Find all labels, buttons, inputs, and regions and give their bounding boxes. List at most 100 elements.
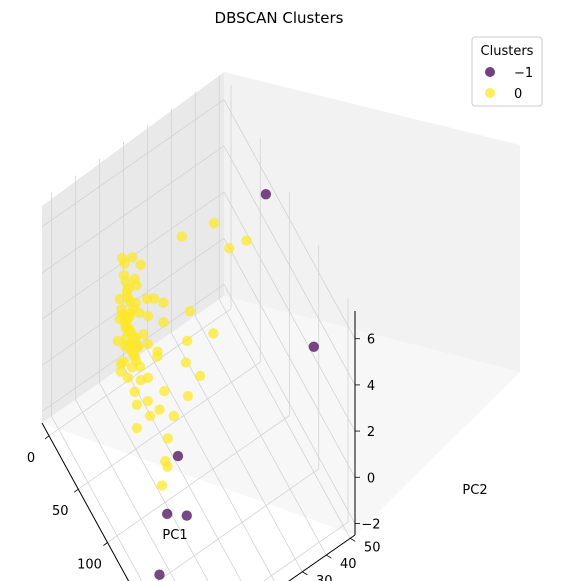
x-grid-floor	[263, 521, 349, 581]
x-axis-label: PC1	[162, 528, 187, 543]
x-tick-label: 100	[77, 558, 102, 573]
cluster-0-point	[159, 385, 170, 397]
z-grid-back-x	[223, 284, 356, 524]
chart-title: DBSCAN Clusters	[215, 9, 344, 27]
cluster-0-point	[131, 399, 143, 411]
cluster-0-point	[144, 410, 156, 422]
y-tick-mark	[350, 537, 356, 542]
y-grid-floor	[147, 349, 275, 581]
x-axis-line	[41, 422, 130, 581]
cluster-0-point	[116, 252, 128, 264]
x-tick-mark	[103, 542, 108, 546]
grid-lines	[41, 75, 356, 581]
cluster-0-point	[208, 217, 220, 229]
cluster-0-point	[123, 311, 135, 323]
z-tick-label: −2	[361, 517, 380, 532]
x-grid-floor	[48, 308, 232, 437]
cluster-0-point	[118, 356, 130, 368]
noise-point	[172, 450, 184, 462]
cluster-0-point	[125, 325, 136, 337]
cluster-0-point	[182, 390, 194, 402]
cluster-0-point	[130, 297, 141, 309]
noise-point	[161, 508, 173, 520]
cluster-0-point	[194, 370, 206, 382]
legend-label-cluster-0: 0	[514, 87, 522, 102]
data-points	[112, 189, 320, 581]
cluster-0-point	[142, 338, 154, 350]
legend: Clusters −1 0	[471, 36, 543, 107]
legend-marker-noise	[485, 67, 495, 77]
cluster-0-point	[148, 293, 160, 304]
cluster-0-point	[158, 316, 169, 328]
cluster-0-point	[129, 386, 141, 398]
cluster-0-point	[168, 410, 180, 422]
cluster-0-point	[184, 305, 196, 317]
noise-point	[154, 569, 165, 581]
y-grid-floor	[194, 315, 327, 556]
cluster-0-point	[135, 259, 146, 271]
cluster-0-point	[158, 297, 169, 309]
cluster-0-point	[127, 251, 138, 263]
y-tick-mark	[302, 571, 308, 576]
z-tick-label: 0	[367, 471, 375, 486]
y-tick-label: 40	[340, 557, 357, 572]
noise-point	[260, 189, 272, 200]
y-grid-floor	[170, 332, 303, 572]
cluster-0-point	[152, 351, 163, 362]
z-grid-back-y	[41, 145, 225, 274]
cluster-0-point	[162, 433, 174, 444]
x-grid-floor	[78, 361, 261, 490]
y-tick-label: 30	[316, 574, 333, 581]
x-tick-label: 0	[27, 451, 35, 466]
z-grid-back-x	[223, 99, 356, 339]
axis-lines	[41, 311, 360, 581]
x-tick-mark	[44, 435, 50, 440]
pane-back-x	[224, 72, 520, 372]
cluster-0-point	[122, 292, 134, 303]
y-axis-line	[288, 534, 356, 581]
cluster-0-point	[224, 243, 235, 254]
pane-back-y	[42, 72, 224, 423]
cluster-0-point	[176, 231, 188, 242]
cluster-0-point	[241, 235, 252, 246]
z-tick-label: 4	[367, 379, 375, 394]
z-tick-label: 6	[367, 333, 375, 348]
cluster-0-point	[142, 310, 154, 322]
cluster-0-point	[129, 351, 141, 363]
cluster-0-point	[118, 269, 130, 281]
cluster-0-point	[129, 273, 140, 285]
cluster-0-point	[142, 372, 154, 384]
y-tick-mark	[326, 554, 332, 559]
z-grid-back-x	[223, 191, 356, 432]
cluster-0-point	[142, 395, 154, 407]
x-grid-floor	[157, 468, 319, 581]
y-axis-label: PC2	[462, 483, 487, 498]
cluster-0-point	[181, 335, 193, 347]
z-grid-back-x	[223, 145, 356, 386]
noise-point	[181, 510, 193, 521]
cluster-0-point	[116, 303, 127, 315]
y-grid-floor	[218, 299, 351, 539]
cluster-0-point	[162, 461, 173, 473]
cluster-0-point	[208, 328, 219, 339]
z-grid-back-x	[223, 238, 356, 478]
y-grid-floor	[51, 416, 143, 581]
legend-title: Clusters	[481, 44, 534, 59]
cluster-0-point	[180, 357, 192, 368]
z-tick-label: 2	[367, 425, 375, 440]
cluster-0-point	[154, 404, 165, 415]
z-grid-back-y	[41, 99, 225, 228]
x-grid-floor	[107, 415, 290, 543]
x-tick-label: 50	[52, 504, 69, 519]
cluster-0-point	[131, 422, 143, 434]
y-grid-floor	[75, 399, 176, 581]
legend-marker-cluster-0	[485, 88, 495, 98]
cluster-0-point	[138, 328, 149, 340]
x-tick-mark	[74, 488, 79, 493]
cluster-0-point	[122, 372, 134, 384]
noise-point	[308, 341, 320, 353]
cluster-0-point	[123, 343, 135, 354]
